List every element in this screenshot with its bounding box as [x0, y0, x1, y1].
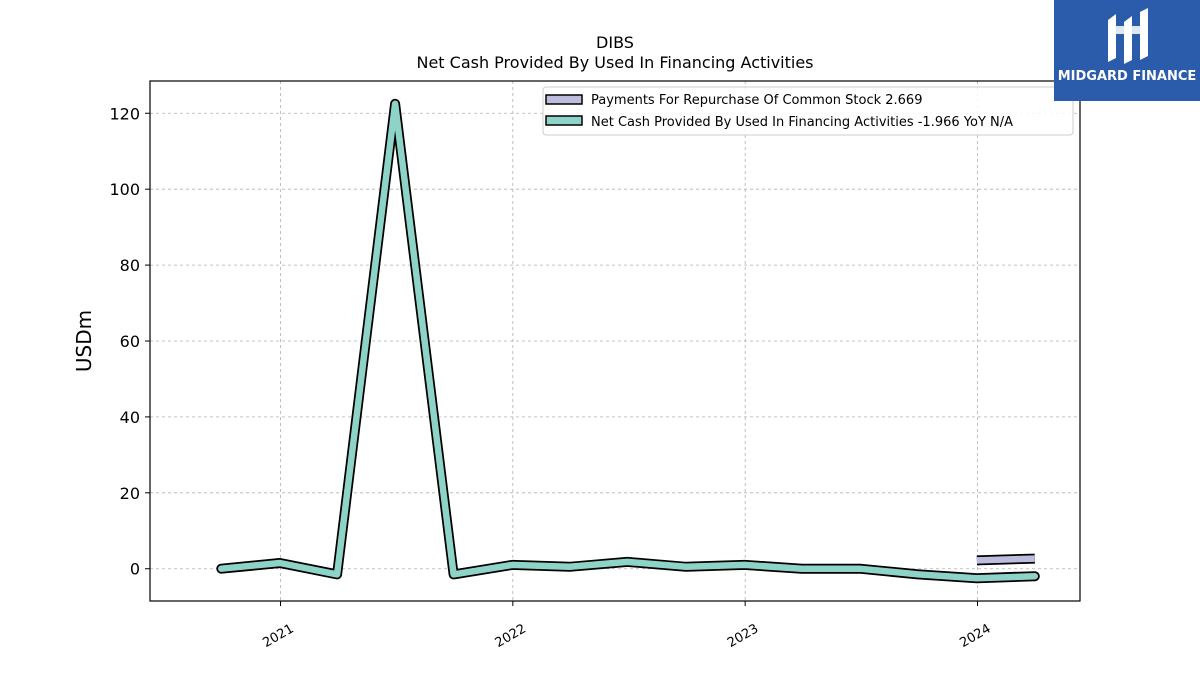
- y-tick-label: 40: [120, 408, 140, 427]
- y-tick-label: 100: [109, 180, 140, 199]
- legend-swatch-financing: [545, 115, 583, 126]
- legend-label-financing: Net Cash Provided By Used In Financing A…: [591, 115, 1013, 130]
- x-tick-label: 2024: [957, 621, 993, 651]
- series-line-financing: [218, 100, 1039, 582]
- y-axis-label: USDm: [72, 310, 96, 372]
- axis-ticks: 0 20 40 60 80 100 120 2021 2022 2023 2024: [109, 104, 993, 651]
- chart-subtitle: Net Cash Provided By Used In Financing A…: [416, 53, 813, 72]
- y-tick-label: 0: [130, 560, 140, 579]
- y-tick-label: 60: [120, 332, 140, 351]
- legend-box: [542, 86, 1074, 136]
- x-tick-label: 2023: [725, 621, 761, 651]
- logo-text: MIDGARD FINANCE: [1057, 69, 1197, 84]
- y-tick-label: 80: [120, 256, 140, 275]
- x-tick-label: 2022: [493, 621, 529, 651]
- y-tick-label: 120: [109, 104, 140, 123]
- legend-swatch-repurchase: [545, 94, 583, 105]
- midgard-logo-icon: [1108, 8, 1148, 64]
- grid: [150, 81, 1080, 601]
- x-tick-label: 2021: [260, 621, 296, 651]
- series-group: [216, 98, 1040, 584]
- midgard-logo: MIDGARD FINANCE: [1054, 0, 1200, 101]
- legend: Payments For Repurchase Of Common Stock …: [542, 86, 1074, 136]
- series-line-repurchase: [976, 555, 1035, 564]
- legend-label-repurchase: Payments For Repurchase Of Common Stock …: [591, 93, 922, 108]
- chart-title: DIBS: [596, 33, 634, 52]
- y-tick-label: 20: [120, 484, 140, 503]
